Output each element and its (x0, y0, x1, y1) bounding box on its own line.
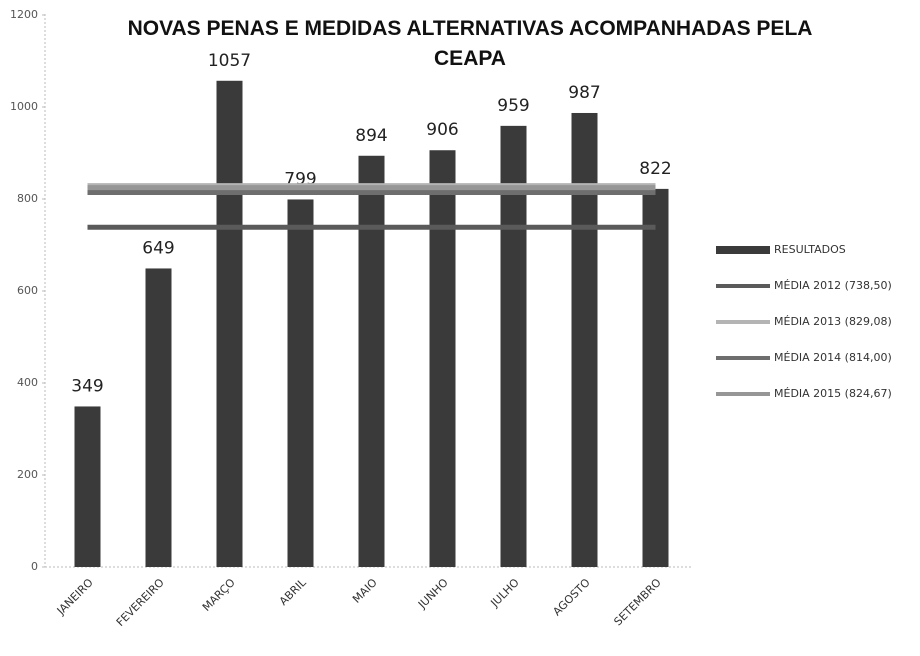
value-label: 822 (639, 159, 671, 179)
x-tick-label: SETEMBRO (611, 576, 664, 629)
bar (500, 125, 527, 568)
value-label: 349 (71, 376, 103, 396)
bar (429, 150, 456, 568)
bar (642, 188, 669, 567)
y-tick-label: 400 (17, 376, 38, 389)
legend-label: RESULTADOS (774, 243, 846, 256)
x-tick-label: FEVEREIRO (114, 576, 167, 629)
chart-title: NOVAS PENAS E MEDIDAS ALTERNATIVAS ACOMP… (127, 17, 813, 70)
legend-label: MÉDIA 2015 (824,67) (774, 387, 892, 400)
y-tick-label: 800 (17, 192, 38, 205)
x-tick-label: JUNHO (415, 576, 451, 612)
y-tick-label: 200 (17, 468, 38, 481)
legend-label: MÉDIA 2014 (814,00) (774, 351, 892, 364)
legend-label: MÉDIA 2012 (738,50) (774, 279, 892, 292)
x-tick-label: AGOSTO (550, 576, 593, 619)
bar (287, 199, 314, 567)
y-tick-label: 600 (17, 284, 38, 297)
x-tick-label: ABRIL (277, 575, 309, 607)
value-label: 1057 (208, 51, 251, 71)
x-tick-label: JULHO (488, 576, 522, 610)
bar (74, 406, 101, 567)
y-tick-label: 1200 (10, 8, 38, 21)
bar (358, 155, 385, 567)
y-tick-label: 1000 (10, 100, 38, 113)
value-label: 649 (142, 238, 174, 258)
bar (145, 268, 172, 567)
value-label: 906 (426, 120, 458, 140)
bar (216, 80, 243, 567)
bar (571, 112, 598, 567)
y-tick-label: 0 (31, 560, 38, 573)
value-label: 959 (497, 96, 529, 116)
x-tick-label: MAIO (350, 576, 380, 606)
value-label: 987 (568, 83, 600, 103)
x-tick-label: JANEIRO (54, 576, 96, 618)
value-label: 894 (355, 126, 387, 146)
legend-swatch (716, 246, 770, 254)
x-tick-label: MARÇO (200, 576, 238, 614)
legend-label: MÉDIA 2013 (829,08) (774, 315, 892, 328)
